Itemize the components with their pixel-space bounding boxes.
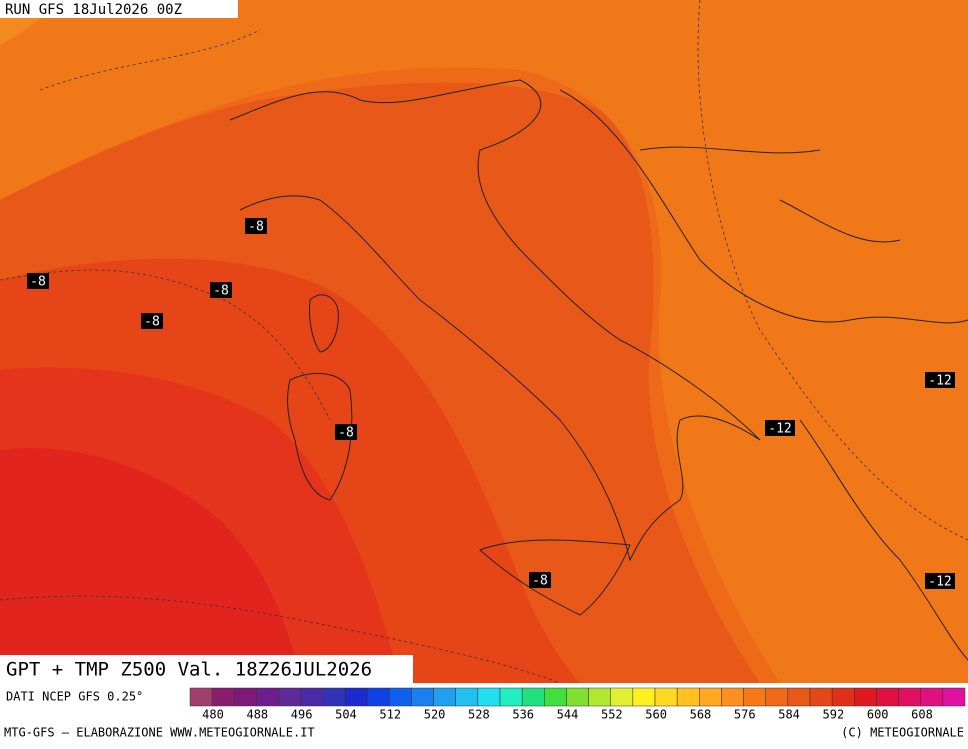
colorbar-label: 592: [823, 708, 845, 722]
contour-label: -12: [928, 575, 951, 590]
map-title: GPT + TMP Z500 Val. 18Z26JUL2026: [6, 659, 372, 681]
colorbar-label: 480: [202, 708, 224, 722]
contour-label-box: [210, 282, 232, 298]
colorbar-swatch: [189, 687, 213, 707]
contour-label: -8: [144, 315, 160, 330]
colorbar-swatch: [676, 687, 700, 707]
colorbar-swatch: [544, 687, 567, 707]
colorbar-swatch: [344, 687, 368, 707]
footer-right: (C) METEOGIORNALE: [841, 726, 964, 740]
colorbar-swatch: [588, 687, 611, 707]
contour-label: -8: [338, 426, 354, 441]
contour-label-box: [27, 273, 49, 289]
contour-label: -8: [213, 284, 229, 299]
colorbar-swatch: [809, 687, 833, 707]
contour-label: -12: [928, 374, 951, 389]
colorbar-swatch: [521, 687, 545, 707]
contour-labels: -8 -8 -8 -8 -8 -8 -12 -12 -12: [27, 218, 955, 590]
map-fields: [0, 0, 968, 683]
contour-label-box: [765, 420, 795, 436]
colorbar-label: 496: [291, 708, 313, 722]
colorbar-swatch: [610, 687, 634, 707]
contour-label-box: [245, 218, 267, 234]
colorbar-swatch: [920, 687, 944, 707]
source-label: DATI NCEP GFS 0.25°: [6, 690, 143, 704]
contour-label: -8: [30, 275, 46, 290]
contour-label: -8: [248, 220, 264, 235]
colorbar-label: 528: [468, 708, 490, 722]
colorbar-swatch: [278, 687, 301, 707]
colorbar: 480 488 496 504 512 520 528 536 544 552 560 568 576 5…: [189, 687, 966, 722]
contour-label-box: [335, 424, 357, 440]
contour-label-box: [925, 372, 955, 388]
colorbar-label: 576: [734, 708, 756, 722]
colorbar-swatch: [366, 687, 390, 707]
colorbar-label: 600: [867, 708, 889, 722]
contour-label: -12: [768, 422, 791, 437]
colorbar-swatch: [699, 687, 722, 707]
colorbar-swatch: [300, 687, 324, 707]
run-label: RUN GFS 18Jul2026 00Z: [5, 2, 182, 18]
colorbar-swatch: [411, 687, 434, 707]
colorbar-swatch: [743, 687, 766, 707]
colorbar-swatch: [477, 687, 501, 707]
colorbar-swatch: [721, 687, 744, 707]
colorbar-swatch: [234, 687, 257, 707]
colorbar-swatch: [632, 687, 656, 707]
colorbar-swatch: [876, 687, 899, 707]
colorbar-swatch: [654, 687, 678, 707]
colorbar-label: 560: [645, 708, 667, 722]
isotherms: [0, 0, 968, 684]
colorbar-swatch: [433, 687, 456, 707]
colorbar-swatch: [256, 687, 279, 707]
contour-label-box: [141, 313, 163, 329]
colorbar-swatch: [765, 687, 789, 707]
colorbar-swatch: [831, 687, 855, 707]
contour-label-box: [529, 572, 551, 588]
colorbar-swatch: [787, 687, 811, 707]
colorbar-label: 584: [778, 708, 800, 722]
colorbar-swatch: [499, 687, 523, 707]
title-box: [0, 655, 413, 683]
colorbar-swatch: [322, 687, 346, 707]
colorbar-label: 544: [557, 708, 579, 722]
colorbar-swatch: [898, 687, 921, 707]
colorbar-label: 568: [690, 708, 712, 722]
colorbar-swatch: [942, 687, 966, 707]
colorbar-label: 520: [424, 708, 446, 722]
contour-label: -8: [532, 574, 548, 589]
footer-left: MTG-GFS — ELABORAZIONE WWW.METEOGIORNALE…: [4, 726, 315, 740]
colorbar-label: 552: [601, 708, 623, 722]
colorbar-swatch: [211, 687, 235, 707]
colorbar-label: 512: [379, 708, 401, 722]
contour-label-box: [925, 573, 955, 589]
colorbar-label: 536: [512, 708, 534, 722]
colorbar-label: 488: [246, 708, 268, 722]
colorbar-swatch: [854, 687, 877, 707]
run-box: [0, 0, 238, 18]
colorbar-swatch: [566, 687, 589, 707]
colorbar-label: 608: [911, 708, 933, 722]
coastlines: [229, 79, 968, 661]
colorbar-label: 504: [335, 708, 357, 722]
colorbar-swatch: [389, 687, 412, 707]
colorbar-swatch: [455, 687, 479, 707]
